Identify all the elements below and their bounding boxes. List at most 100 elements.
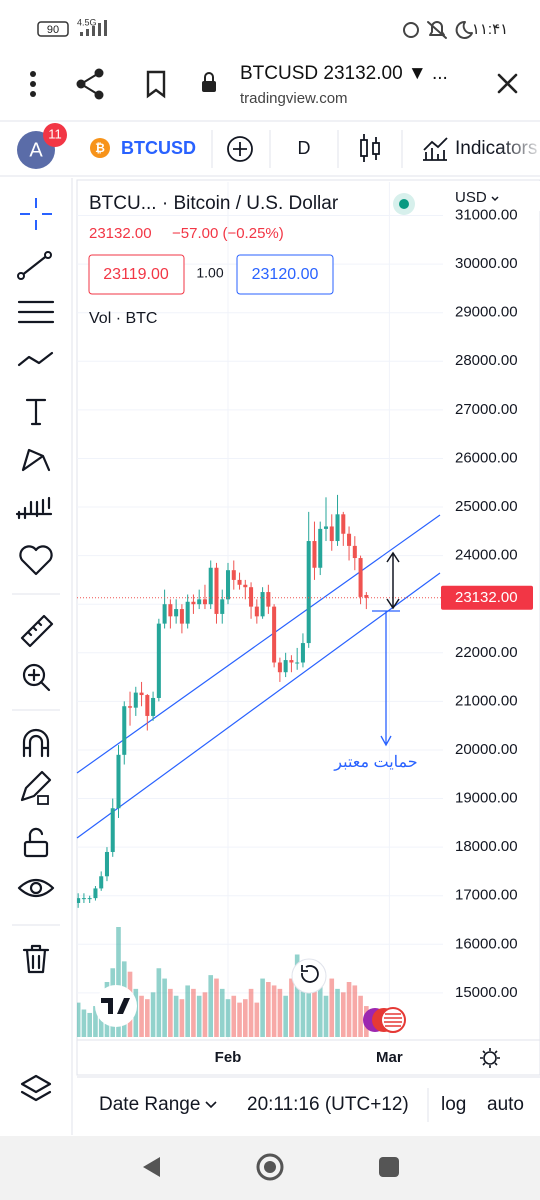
- y-tick-label: 17000.00: [455, 887, 518, 904]
- zoom-tool[interactable]: [22, 663, 46, 687]
- trend-line[interactable]: [76, 572, 441, 839]
- object-tree[interactable]: [20, 1074, 52, 1102]
- candle-body: [87, 898, 92, 900]
- text-tool[interactable]: [25, 398, 47, 426]
- volume-bar: [150, 992, 156, 1037]
- date-range-button[interactable]: Date Range: [99, 1094, 200, 1115]
- volume-bar: [168, 988, 173, 1037]
- bookmark-button[interactable]: [146, 70, 166, 99]
- volume-bar: [289, 978, 294, 1037]
- xabcd-tool[interactable]: [21, 448, 51, 472]
- flag-stripes: [384, 1013, 402, 1027]
- network-type: 4.5G: [77, 17, 97, 27]
- candle-body: [312, 541, 317, 568]
- notification-count: 11: [48, 126, 62, 141]
- share-button[interactable]: [76, 68, 104, 100]
- candle-body: [260, 592, 265, 617]
- close-button[interactable]: [497, 73, 518, 94]
- favorites-tool[interactable]: [19, 545, 53, 576]
- volume-bar: [202, 992, 208, 1037]
- mute-icon: [427, 21, 447, 39]
- volume-bar: [300, 968, 306, 1037]
- forecast-tool[interactable]: [15, 496, 53, 520]
- remove-tool[interactable]: [22, 944, 50, 974]
- volume-bar: [173, 995, 179, 1037]
- crosshair-tool[interactable]: [20, 198, 52, 230]
- visibility-tool[interactable]: [17, 878, 55, 898]
- ruler-tool[interactable]: [20, 614, 54, 648]
- candle-body: [197, 599, 202, 605]
- candle-body: [77, 898, 81, 903]
- volume-bar: [242, 999, 248, 1037]
- candle-body: [104, 851, 109, 877]
- y-tick-label: 20000.00: [455, 741, 518, 758]
- tv-logo-mark: [101, 998, 130, 1014]
- date-range-chevron: [205, 1101, 217, 1109]
- lock-drawing-tool[interactable]: [20, 770, 52, 802]
- volume-bar: [266, 982, 271, 1037]
- y-tick-label: 29000.00: [455, 304, 518, 321]
- home-button[interactable]: [256, 1153, 284, 1181]
- support-arrow[interactable]: [372, 610, 400, 747]
- drawings: [76, 514, 441, 839]
- event-flag[interactable]: [380, 1007, 406, 1033]
- log-toggle[interactable]: log: [441, 1094, 466, 1115]
- volume-bar: [81, 1009, 87, 1037]
- pattern-tool[interactable]: [17, 351, 54, 367]
- magnet-tool[interactable]: [22, 728, 50, 758]
- volume-bar: [77, 1002, 81, 1037]
- candle-body: [133, 692, 138, 708]
- y-tick-label: 21000.00: [455, 692, 518, 709]
- currency-chevron: [491, 196, 499, 202]
- signal-icon: [80, 20, 107, 36]
- clock: ۱۱:۴۱: [472, 21, 508, 38]
- price-axis: 15000.00 16000.00 17000.00 18000.00 19000.00…: [441, 206, 533, 1001]
- chart-type-button[interactable]: [360, 134, 380, 162]
- alarm-icon: [403, 22, 419, 38]
- fib-tool[interactable]: [17, 300, 55, 324]
- candles: [77, 494, 443, 908]
- candle-body: [266, 592, 271, 607]
- zoom-glyph: [27, 668, 51, 692]
- volume-bar: [283, 995, 288, 1037]
- candle-body: [318, 528, 323, 568]
- currency[interactable]: USD: [455, 189, 487, 206]
- compare-button[interactable]: [227, 136, 253, 162]
- candle-body: [352, 545, 357, 559]
- volume-bar: [116, 927, 121, 1037]
- volume-bar: [139, 995, 144, 1037]
- trend-line[interactable]: [76, 514, 441, 774]
- settings-button[interactable]: [483, 1051, 497, 1065]
- buy-button[interactable]: [236, 254, 334, 295]
- tool-dot: [17, 272, 25, 280]
- last-price-box: [441, 585, 533, 610]
- fade: [500, 128, 540, 170]
- volume-bar: [306, 961, 312, 1037]
- candle-body: [237, 579, 242, 585]
- interval[interactable]: D: [298, 138, 311, 158]
- candle-body: [220, 599, 225, 614]
- symbol[interactable]: BTCUSD: [121, 138, 196, 158]
- volume-bar: [260, 978, 265, 1037]
- trendline-tool[interactable]: [19, 252, 51, 278]
- volume-bar: [185, 985, 190, 1037]
- auto-toggle[interactable]: auto: [487, 1094, 524, 1115]
- candle-body: [162, 604, 167, 624]
- unlock-tool[interactable]: [23, 840, 49, 858]
- range-arrow[interactable]: [386, 551, 400, 610]
- y-tick-label: 24000.00: [455, 547, 518, 564]
- bitcoin-glyph: ₿: [95, 141, 105, 155]
- sell-button[interactable]: [88, 254, 185, 295]
- menu-button[interactable]: [30, 71, 36, 97]
- candle-body: [254, 606, 259, 617]
- home-dot: [264, 1161, 276, 1173]
- recents-button[interactable]: [379, 1157, 399, 1177]
- candle-body: [283, 660, 288, 673]
- back-button[interactable]: [143, 1157, 160, 1177]
- volume-bar: [294, 954, 300, 1037]
- reset-button[interactable]: [291, 958, 327, 994]
- candle-body: [289, 660, 294, 663]
- candle-body: [191, 601, 196, 605]
- timezone-button[interactable]: 20:11:16 (UTC+12): [247, 1094, 409, 1115]
